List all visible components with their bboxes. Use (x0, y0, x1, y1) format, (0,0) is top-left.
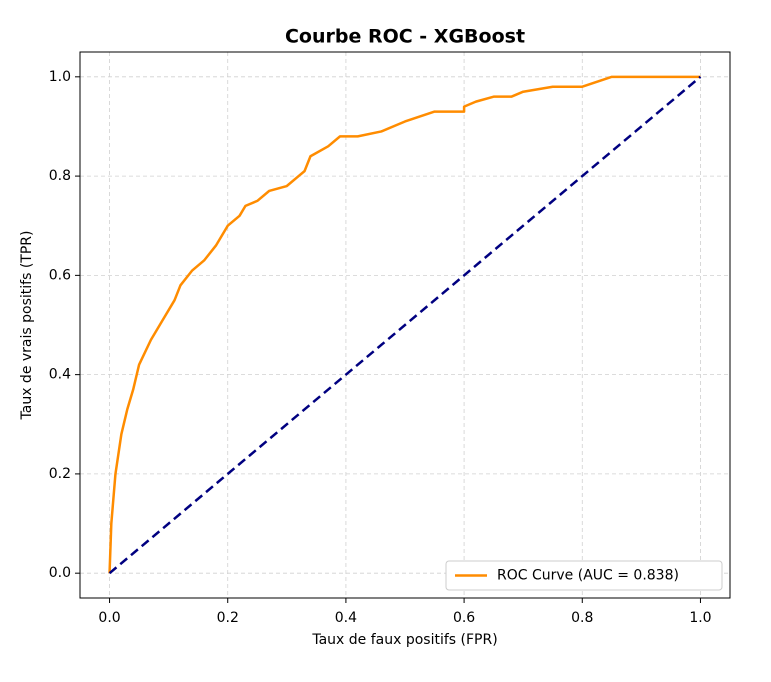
y-tick-label: 0.0 (49, 565, 71, 581)
y-tick-label: 1.0 (49, 69, 71, 85)
legend-box (445, 560, 723, 591)
x-tick-label: 0.6 (453, 610, 475, 626)
legend: ROC Curve (AUC = 0.838) (445, 560, 723, 591)
y-tick-label: 0.8 (49, 168, 71, 184)
x-tick-label: 0.8 (571, 610, 593, 626)
x-tick-label: 0.2 (217, 610, 239, 626)
y-tick-label: 0.4 (49, 367, 71, 383)
reference-line (108, 75, 702, 575)
chart-title: Courbe ROC - XGBoost (285, 26, 525, 48)
y-tick-label: 0.6 (49, 267, 71, 283)
legend-label: ROC Curve (AUC = 0.838) (497, 568, 679, 584)
x-axis-label: Taux de faux positifs (FPR) (311, 632, 497, 648)
roc-line (108, 75, 701, 574)
plot-frame (79, 51, 731, 599)
y-tick-label: 0.2 (49, 466, 71, 482)
x-tick-label: 0.0 (98, 610, 120, 626)
y-axis-label: Taux de vrais positifs (TPR) (19, 231, 35, 421)
x-tick-label: 0.4 (335, 610, 357, 626)
x-tick-label: 1.0 (689, 610, 711, 626)
